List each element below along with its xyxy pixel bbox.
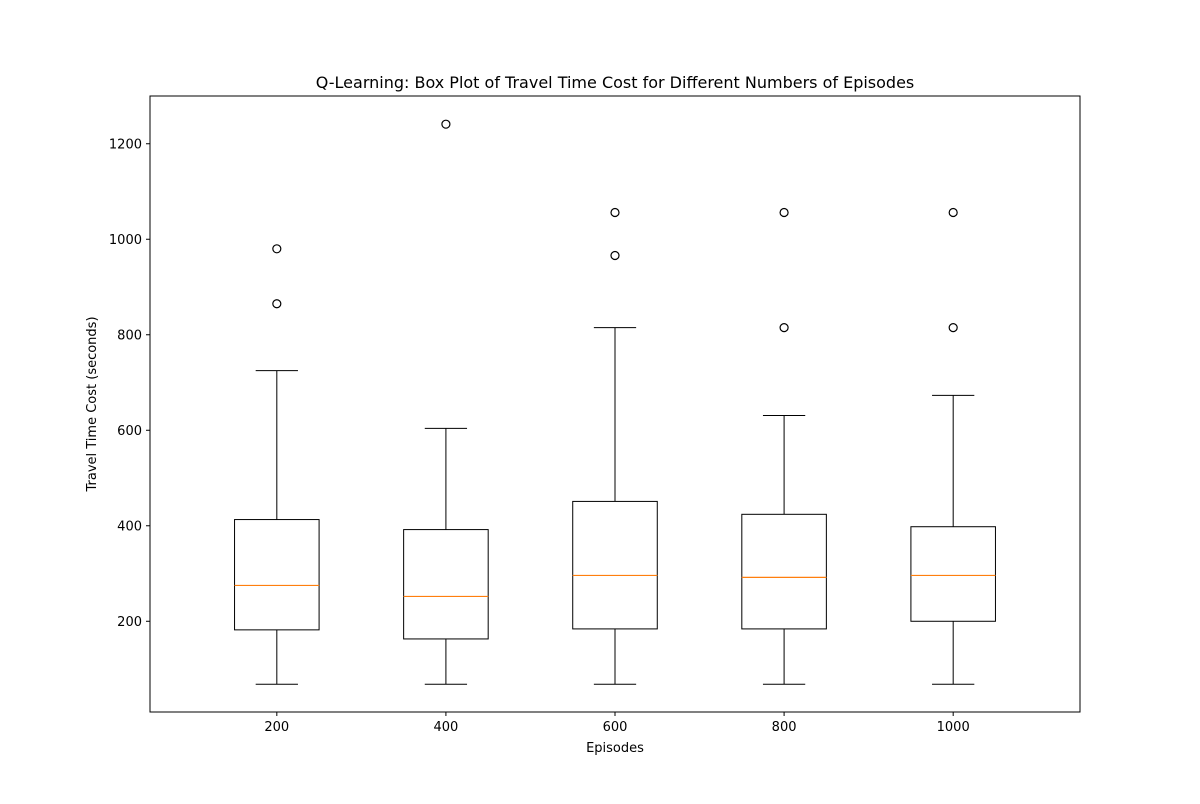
- box-iqr: [741, 513, 827, 630]
- box-group: [572, 207, 658, 685]
- box-iqr: [234, 519, 320, 631]
- box-group: [234, 244, 320, 685]
- y-tick-label: 400: [117, 519, 142, 534]
- chart-title: Q-Learning: Box Plot of Travel Time Cost…: [316, 73, 915, 92]
- ticks-layer: 200 400 600 800 1000 1200 200 400 600 800 1000: [109, 137, 970, 735]
- y-tick-label: 1000: [109, 233, 142, 248]
- box-iqr: [403, 529, 489, 640]
- box-group: [403, 119, 489, 685]
- x-tick-label: 400: [433, 720, 458, 735]
- outlier-point: [610, 207, 620, 218]
- outlier-point: [441, 119, 451, 129]
- boxes-layer: [234, 119, 996, 685]
- outlier-point: [272, 244, 282, 254]
- plot-frame: [149, 95, 1081, 713]
- box-group: [910, 207, 996, 685]
- y-tick-label: 800: [117, 328, 142, 343]
- y-tick-label: 1200: [109, 137, 142, 152]
- outlier-point: [272, 299, 282, 309]
- outlier-point: [948, 207, 958, 218]
- outlier-point: [779, 207, 789, 218]
- x-axis-label: Episodes: [586, 741, 644, 756]
- x-tick-label: 200: [264, 720, 289, 735]
- box-iqr: [910, 526, 996, 622]
- outlier-point: [948, 322, 958, 333]
- y-tick-label: 600: [117, 424, 142, 439]
- outlier-point: [610, 250, 620, 261]
- y-tick-label: 200: [117, 615, 142, 630]
- x-tick-label: 1000: [937, 720, 970, 735]
- outlier-point: [779, 322, 789, 333]
- x-tick-label: 600: [603, 720, 628, 735]
- box-group: [741, 207, 827, 685]
- box-iqr: [572, 500, 658, 630]
- y-axis-label: Travel Time Cost (seconds): [85, 316, 100, 492]
- x-tick-label: 800: [772, 720, 797, 735]
